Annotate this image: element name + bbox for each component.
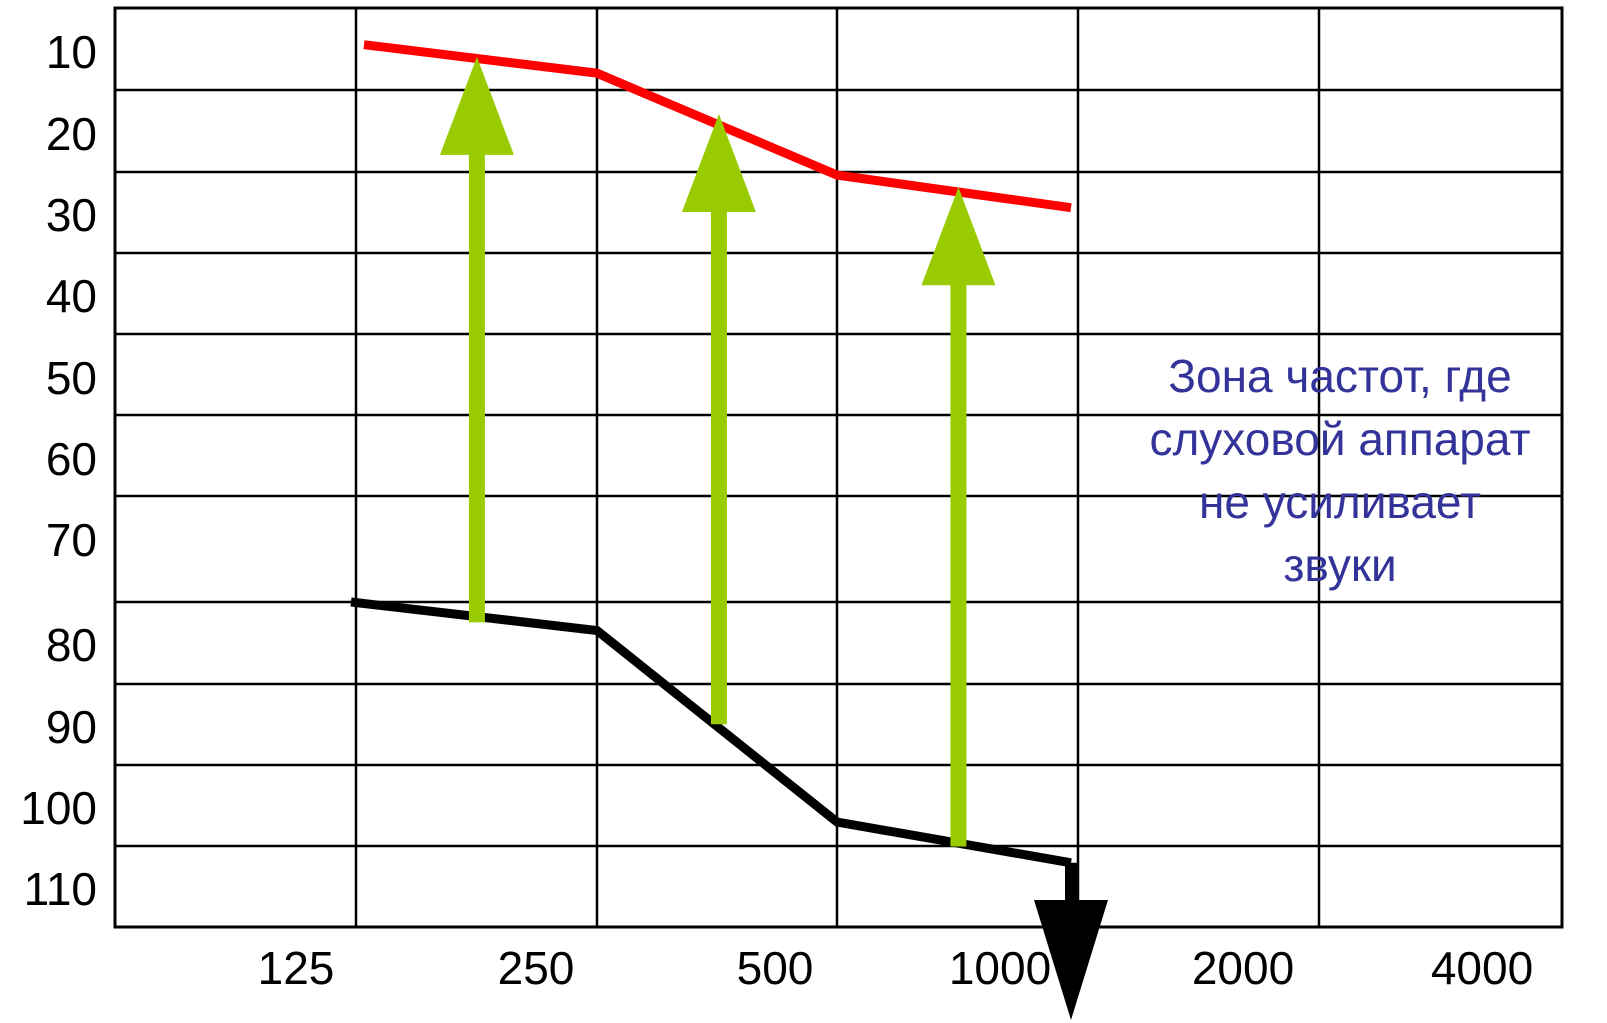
annotation-line-4: звуки bbox=[1283, 539, 1397, 591]
gain-arrow-head-2 bbox=[921, 187, 996, 286]
gain-arrow-head-0 bbox=[439, 56, 514, 155]
y-axis-ticks: 10 20 30 40 50 60 70 80 90 100 110 bbox=[20, 26, 97, 915]
x-tick-label: 250 bbox=[498, 942, 575, 994]
x-tick-label: 1000 bbox=[949, 942, 1051, 994]
x-tick-label: 500 bbox=[737, 942, 814, 994]
x-tick-label: 4000 bbox=[1431, 942, 1533, 994]
arrows-layer bbox=[439, 56, 996, 847]
y-tick-label: 60 bbox=[46, 433, 97, 485]
y-tick-label: 80 bbox=[46, 619, 97, 671]
y-tick-label: 100 bbox=[20, 782, 97, 834]
annotation-line-2: слуховой аппарат bbox=[1149, 413, 1531, 465]
frequency-zone-annotation: Зона частот, где слуховой аппарат не уси… bbox=[1105, 345, 1575, 597]
down-arrow-head bbox=[1034, 900, 1108, 1020]
y-tick-label: 10 bbox=[46, 26, 97, 78]
y-tick-label: 50 bbox=[46, 352, 97, 404]
annotation-line-1: Зона частот, где bbox=[1168, 350, 1512, 402]
y-tick-label: 40 bbox=[46, 270, 97, 322]
x-axis-ticks: 125 250 500 1000 2000 4000 bbox=[258, 942, 1534, 994]
y-tick-label: 70 bbox=[46, 514, 97, 566]
y-tick-label: 30 bbox=[46, 189, 97, 241]
annotation-line-3: не усиливает bbox=[1198, 476, 1482, 528]
gain-arrow-head-1 bbox=[681, 113, 756, 212]
x-tick-label: 125 bbox=[258, 942, 335, 994]
y-tick-label: 20 bbox=[46, 108, 97, 160]
x-tick-label: 2000 bbox=[1192, 942, 1294, 994]
y-tick-label: 110 bbox=[24, 863, 97, 915]
plot-frame bbox=[113, 6, 1564, 929]
y-tick-label: 90 bbox=[46, 701, 97, 753]
